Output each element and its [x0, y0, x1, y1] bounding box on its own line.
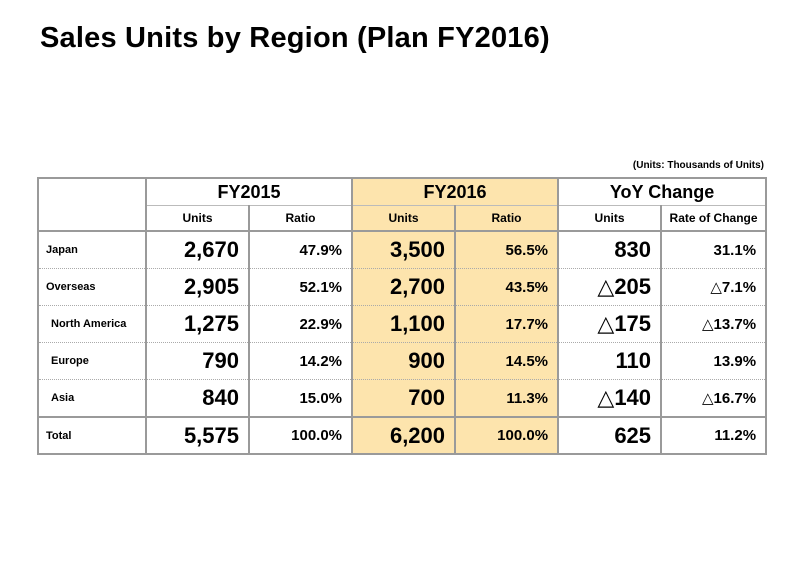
row-label: Europe — [37, 342, 147, 380]
table-row-north-america: North America 1,275 22.9% 1,100 17.7% △1… — [37, 305, 768, 343]
cell-fy2015-ratio: 22.9% — [247, 305, 354, 343]
cell-fy2015-units: 1,275 — [145, 305, 250, 343]
cell-yoy-rate: 31.1% — [660, 231, 768, 269]
cell-fy2016-ratio: 56.5% — [454, 231, 560, 269]
table-row-asia: Asia 840 15.0% 700 11.3% △140 △16.7% — [37, 379, 768, 418]
sales-table: FY2015 FY2016 YoY Change Units Ratio Uni… — [37, 177, 768, 455]
table-row-europe: Europe 790 14.2% 900 14.5% 110 13.9% — [37, 342, 768, 380]
cell-fy2015-ratio: 15.0% — [247, 379, 354, 418]
table-row-total: Total 5,575 100.0% 6,200 100.0% 625 11.2… — [37, 417, 768, 454]
row-label: Japan — [37, 231, 147, 269]
cell-yoy-units: △175 — [557, 305, 662, 343]
cell-yoy-units: △205 — [557, 268, 662, 306]
cell-fy2016-units: 700 — [351, 379, 456, 418]
cell-fy2015-units: 2,905 — [145, 268, 250, 306]
cell-yoy-rate: △16.7% — [660, 379, 768, 418]
table-row-japan: Japan 2,670 47.9% 3,500 56.5% 830 31.1% — [37, 231, 768, 269]
cell-fy2016-units: 1,100 — [351, 305, 456, 343]
cell-fy2016-ratio: 11.3% — [454, 379, 560, 418]
cell-fy2016-units: 6,200 — [351, 417, 456, 454]
cell-fy2016-ratio: 100.0% — [454, 417, 560, 454]
cell-fy2015-ratio: 14.2% — [247, 342, 354, 380]
cell-yoy-rate: 11.2% — [660, 417, 768, 454]
cell-fy2015-units: 790 — [145, 342, 250, 380]
header-yoy: YoY Change — [557, 178, 768, 206]
header-fy2015: FY2015 — [144, 178, 354, 206]
cell-fy2015-ratio: 52.1% — [247, 268, 354, 306]
cell-fy2016-units: 2,700 — [351, 268, 456, 306]
cell-fy2015-ratio: 47.9% — [247, 231, 354, 269]
cell-fy2015-units: 2,670 — [145, 231, 250, 269]
row-label: Total — [37, 417, 147, 454]
header-fy2016-ratio: Ratio — [454, 205, 560, 232]
cell-fy2015-units: 840 — [145, 379, 250, 418]
cell-yoy-rate: 13.9% — [660, 342, 768, 380]
cell-fy2016-ratio: 43.5% — [454, 268, 560, 306]
cell-yoy-units: 110 — [557, 342, 662, 380]
cell-yoy-rate: △13.7% — [660, 305, 768, 343]
cell-yoy-units: 625 — [557, 417, 662, 454]
page-title: Sales Units by Region (Plan FY2016) — [40, 22, 550, 54]
cell-yoy-rate: △7.1% — [660, 268, 768, 306]
cell-yoy-units: 830 — [557, 231, 662, 269]
corner-header — [37, 178, 147, 232]
units-note: (Units: Thousands of Units) — [632, 160, 764, 171]
header-fy2015-ratio: Ratio — [247, 205, 354, 232]
cell-yoy-units: △140 — [557, 379, 662, 418]
header-fy2015-units: Units — [145, 205, 250, 232]
header-row-metrics: Units Ratio Units Ratio Units Rate of Ch… — [38, 205, 768, 232]
row-label: Overseas — [37, 268, 147, 306]
header-fy2016-units: Units — [351, 205, 456, 232]
cell-fy2016-ratio: 17.7% — [454, 305, 560, 343]
header-yoy-rate: Rate of Change — [660, 205, 768, 232]
cell-fy2016-units: 3,500 — [351, 231, 456, 269]
table-row-overseas: Overseas 2,905 52.1% 2,700 43.5% △205 △7… — [37, 268, 768, 306]
header-row-periods: FY2015 FY2016 YoY Change — [37, 178, 768, 232]
cell-fy2016-units: 900 — [351, 342, 456, 380]
cell-fy2015-ratio: 100.0% — [247, 417, 354, 454]
header-yoy-units: Units — [557, 205, 662, 232]
cell-fy2016-ratio: 14.5% — [454, 342, 560, 380]
row-label: North America — [37, 305, 147, 343]
header-fy2016: FY2016 — [351, 178, 560, 206]
cell-fy2015-units: 5,575 — [145, 417, 250, 454]
row-label: Asia — [37, 379, 147, 418]
